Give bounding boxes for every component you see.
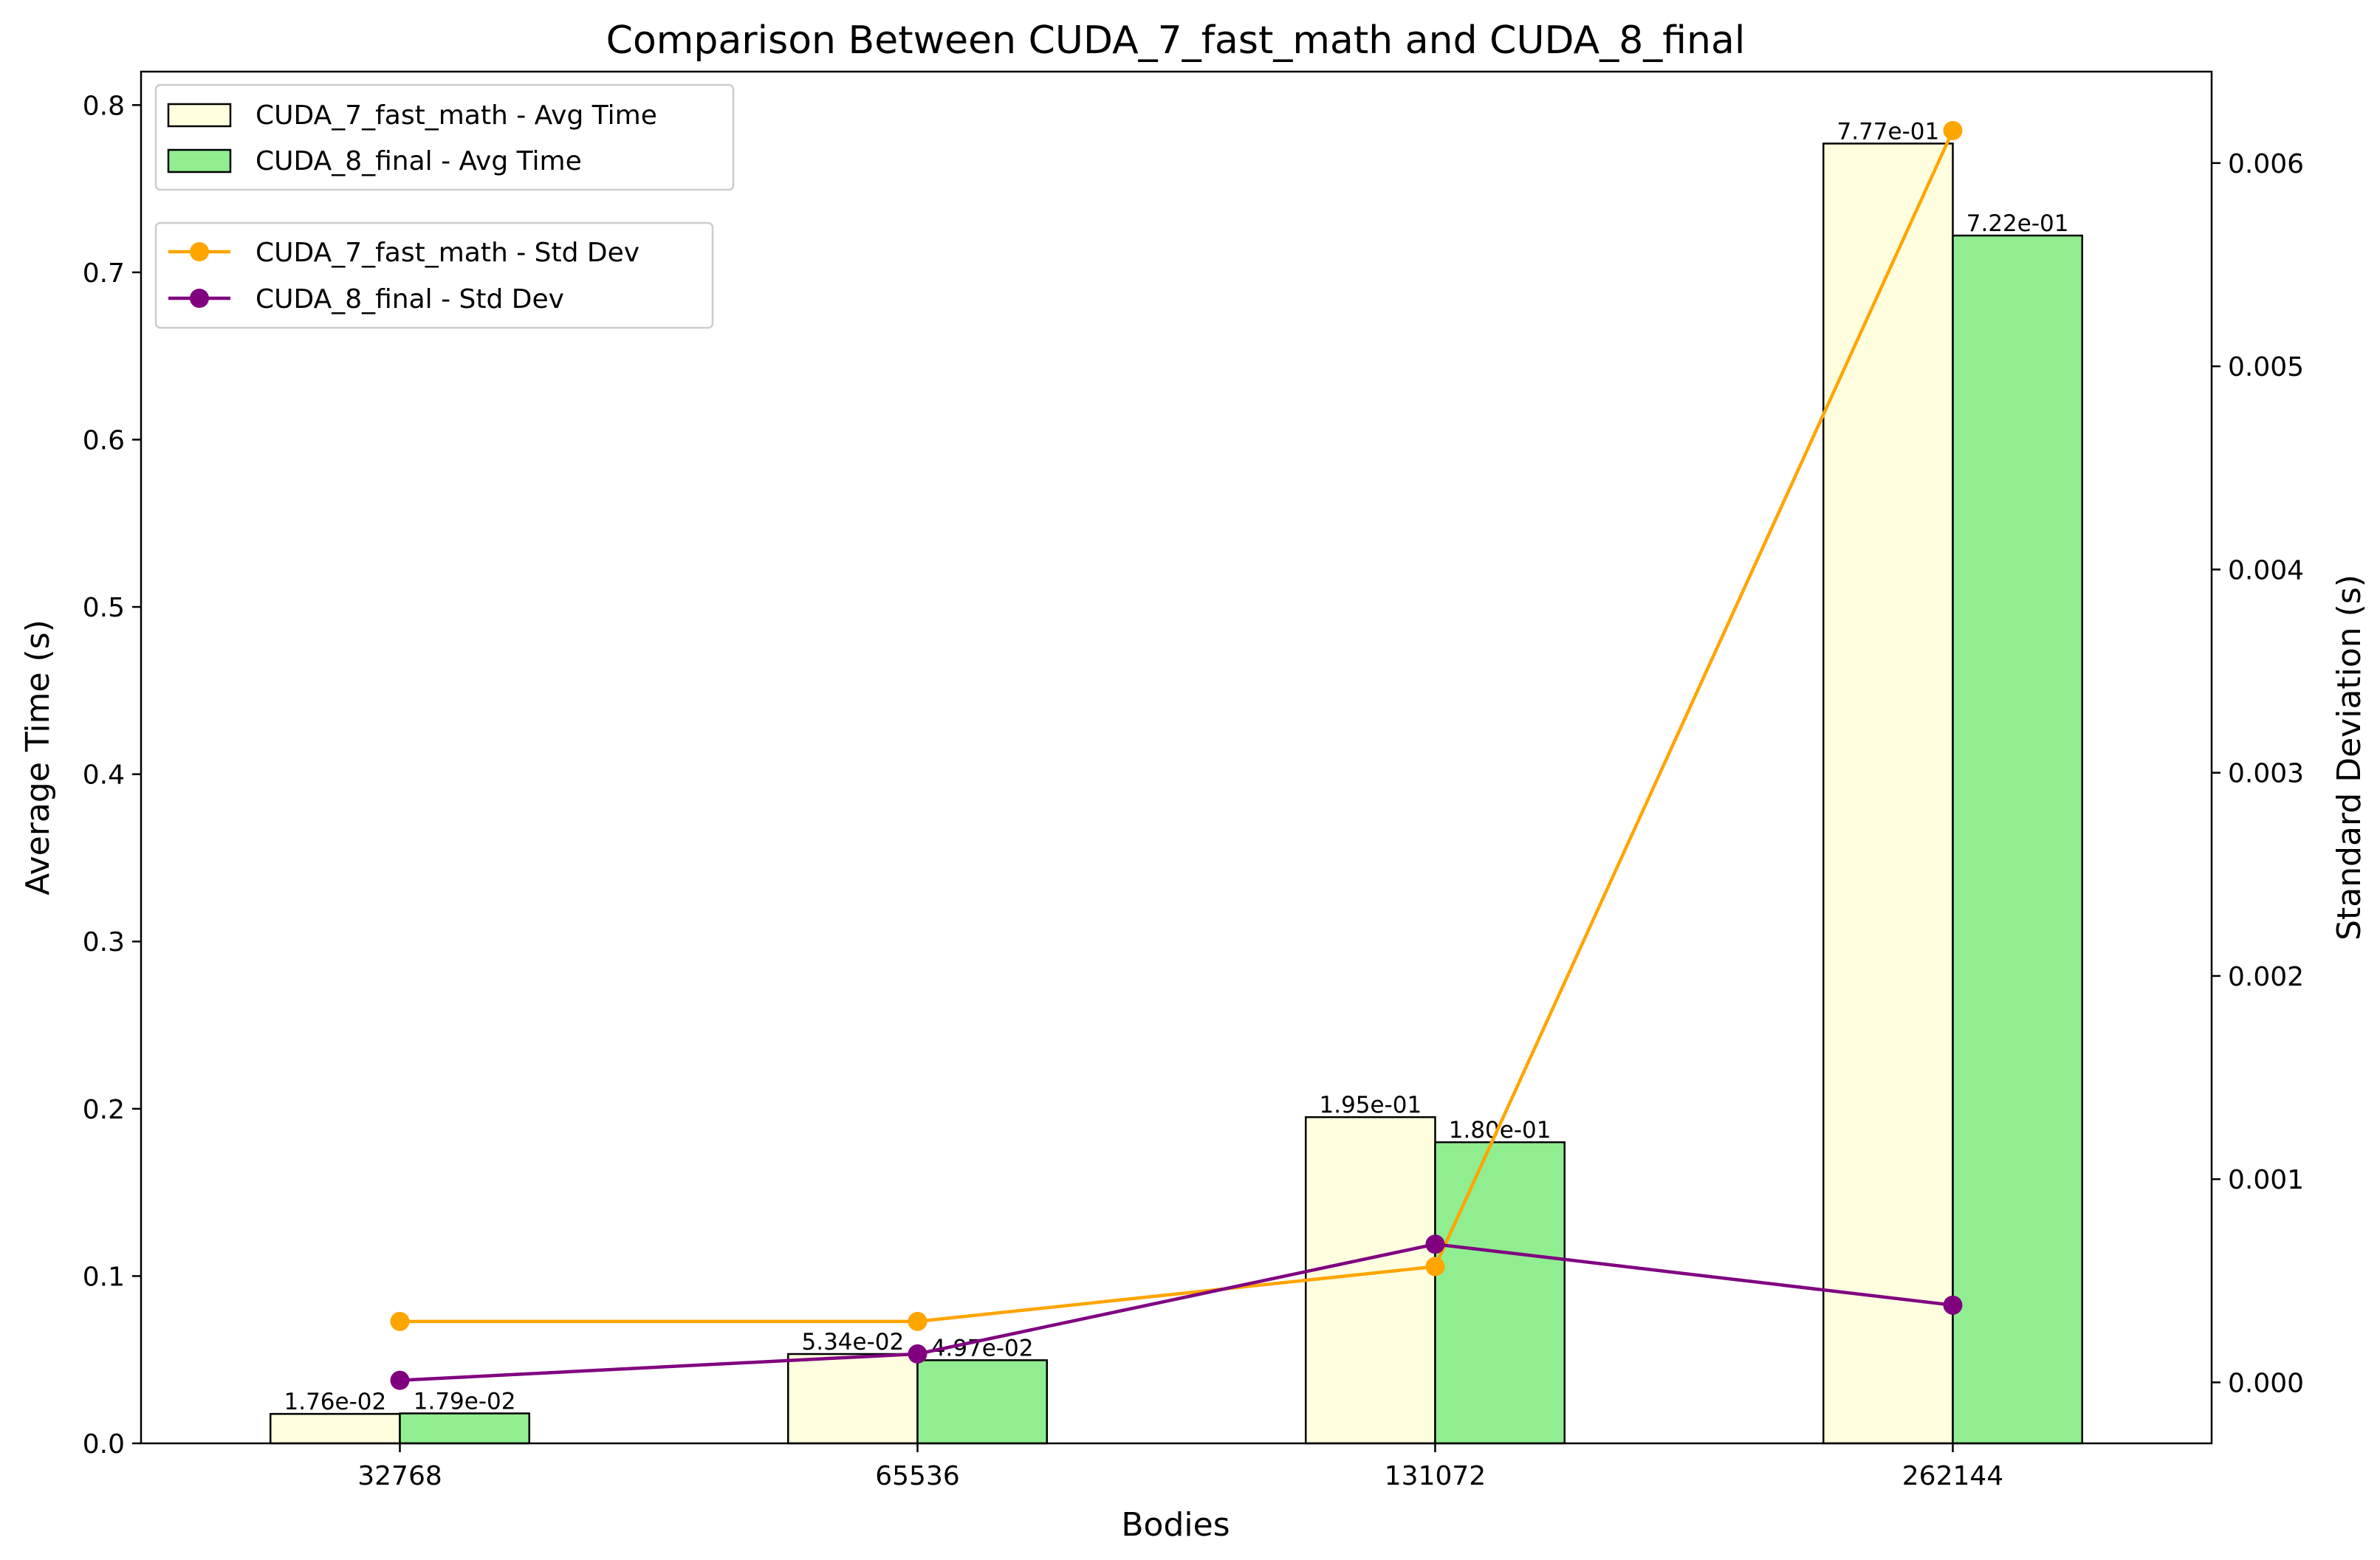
legend-label-cuda8-std: CUDA_8_final - Std Dev bbox=[256, 284, 564, 315]
bar-value-label: 1.79e-02 bbox=[414, 1388, 516, 1415]
bar-s1-32768 bbox=[399, 1412, 530, 1445]
legend-swatch-cuda7-avg bbox=[167, 103, 232, 128]
legend-marker-cuda7-std bbox=[190, 242, 209, 261]
y2-axis-ticks: 0.000 0.001 0.002 0.003 0.004 0.005 0.006 bbox=[2212, 149, 2304, 1398]
line-point-s1-65536 bbox=[908, 1344, 927, 1364]
legend-swatch-cuda8-avg bbox=[167, 148, 232, 173]
bar-s0-65536 bbox=[787, 1353, 919, 1445]
bar-value-label: 5.34e-02 bbox=[802, 1329, 905, 1355]
plot-area-frame bbox=[140, 70, 2213, 1445]
legend-label-cuda7-avg: CUDA_7_fast_math - Avg Time bbox=[256, 100, 657, 131]
y-tick-label: 0.0 bbox=[83, 1429, 125, 1460]
legend-bars-box bbox=[154, 83, 735, 191]
y-tick-label: 0.2 bbox=[83, 1095, 125, 1125]
y2-tick-label: 0.001 bbox=[2228, 1165, 2304, 1195]
bar-s1-131072 bbox=[1434, 1141, 1565, 1445]
chart-title: Comparison Between CUDA_7_fast_math and … bbox=[606, 18, 1746, 63]
legend-label-cuda8-avg: CUDA_8_final - Avg Time bbox=[256, 146, 582, 176]
x-tick-label: 32768 bbox=[357, 1461, 442, 1491]
y2-tick-label: 0.006 bbox=[2228, 149, 2304, 179]
y-tick-label: 0.8 bbox=[83, 91, 125, 121]
y2-axis-title: Standard Deviation (s) bbox=[2331, 574, 2368, 941]
bar-value-label: 1.76e-02 bbox=[284, 1389, 387, 1415]
y-tick-label: 0.1 bbox=[83, 1262, 125, 1292]
x-axis-title: Bodies bbox=[1121, 1506, 1230, 1544]
y2-tick-label: 0.004 bbox=[2228, 555, 2304, 585]
legend-label-cuda7-std: CUDA_7_fast_math - Std Dev bbox=[256, 238, 639, 268]
legend-bars: CUDA_7_fast_math - Avg Time CUDA_8_final… bbox=[154, 83, 735, 191]
bar-s0-262144 bbox=[1822, 142, 1954, 1445]
y-axis-title: Average Time (s) bbox=[19, 619, 57, 896]
y2-tick-label: 0.003 bbox=[2228, 759, 2304, 789]
bar-s0-131072 bbox=[1305, 1116, 1436, 1445]
line-point-s1-262144 bbox=[1943, 1295, 1963, 1315]
legend-marker-cuda8-std bbox=[190, 289, 209, 308]
bar-value-label: 7.22e-01 bbox=[1966, 210, 2069, 237]
y-tick-label: 0.4 bbox=[83, 760, 125, 791]
line-series-1 bbox=[399, 1242, 1953, 1382]
bars-layer bbox=[270, 142, 2083, 1445]
y2-tick-label: 0.000 bbox=[2228, 1368, 2304, 1398]
line-series-0 bbox=[399, 129, 1955, 1324]
line-point-s1-131072 bbox=[1425, 1234, 1445, 1254]
y-tick-label: 0.3 bbox=[83, 927, 125, 958]
x-tick-label: 131072 bbox=[1385, 1461, 1486, 1491]
line-point-s0-262144 bbox=[1943, 120, 1963, 140]
bar-s1-262144 bbox=[1952, 234, 2083, 1445]
legend-lines: CUDA_7_fast_math - Std Dev CUDA_8_final … bbox=[154, 221, 714, 329]
line-point-s0-32768 bbox=[390, 1311, 410, 1331]
bar-s0-32768 bbox=[270, 1412, 401, 1445]
legend-lines-box bbox=[154, 221, 714, 329]
bar-labels-layer: 1.76e-02 5.34e-02 1.95e-01 7.77e-01 1.79e-02… bbox=[284, 118, 2069, 1415]
y-axis-ticks: 0.0 0.1 0.2 0.3 0.4 0.5 0.6 0.7 0.8 bbox=[83, 91, 141, 1460]
x-axis-ticks: 32768 65536 131072 262144 bbox=[357, 1443, 2003, 1491]
y-tick-label: 0.5 bbox=[83, 593, 125, 623]
y2-tick-label: 0.005 bbox=[2228, 352, 2304, 382]
line-point-s0-131072 bbox=[1425, 1257, 1445, 1276]
x-tick-label: 65536 bbox=[875, 1461, 960, 1491]
lines-layer bbox=[390, 120, 1963, 1390]
line-point-s1-32768 bbox=[390, 1370, 410, 1390]
x-tick-label: 262144 bbox=[1902, 1461, 2003, 1491]
y-tick-label: 0.7 bbox=[83, 258, 125, 289]
bar-value-label: 1.95e-01 bbox=[1320, 1092, 1422, 1119]
bar-value-label: 7.77e-01 bbox=[1837, 118, 1940, 145]
y2-tick-label: 0.002 bbox=[2228, 962, 2304, 992]
line-point-s0-65536 bbox=[908, 1311, 927, 1331]
y-tick-label: 0.6 bbox=[83, 425, 125, 456]
bar-s1-65536 bbox=[916, 1359, 1048, 1445]
